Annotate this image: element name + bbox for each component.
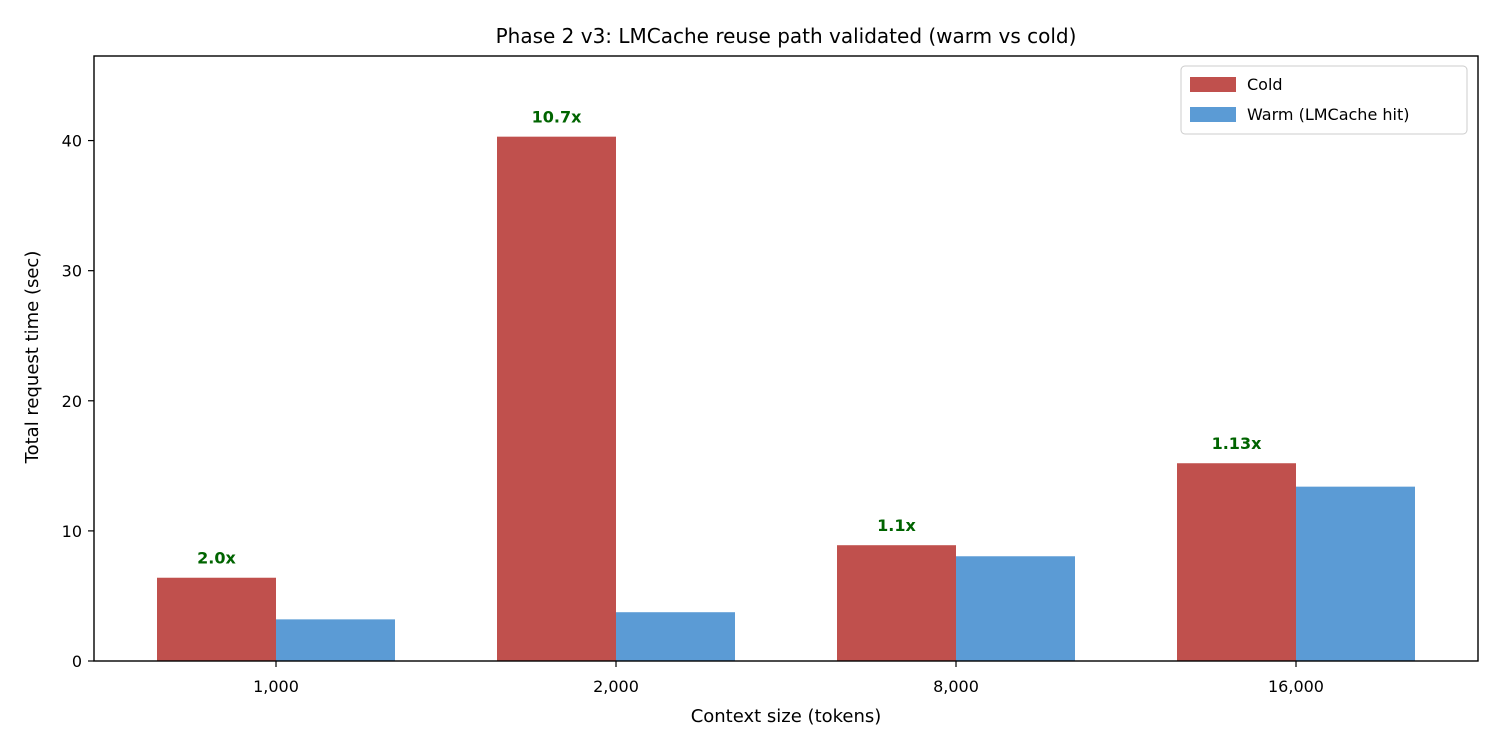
legend-swatch <box>1190 77 1236 92</box>
chart-title: Phase 2 v3: LMCache reuse path validated… <box>496 24 1077 48</box>
bar-warm <box>956 556 1075 661</box>
plot-frame <box>93 55 1479 662</box>
speedup-label: 10.7x <box>532 108 582 127</box>
bar-cold <box>497 136 616 661</box>
bar-cold <box>837 545 956 661</box>
legend-entry: Warm (LMCache hit) <box>1247 105 1409 124</box>
speedup-label: 1.1x <box>877 516 916 535</box>
bar-cold <box>157 577 276 661</box>
x-axis-label: Context size (tokens) <box>691 706 882 727</box>
bar-cold <box>1177 463 1296 661</box>
x-tick-label: 2,000 <box>593 677 639 696</box>
y-tick-label: 20 <box>62 392 82 411</box>
bar-warm <box>616 612 735 661</box>
bar-warm <box>276 619 395 661</box>
x-tick-label: 1,000 <box>253 677 299 696</box>
bar-warm <box>1296 486 1415 661</box>
x-tick-label: 16,000 <box>1268 677 1324 696</box>
y-tick-label: 10 <box>62 522 82 541</box>
legend-swatch <box>1190 107 1236 122</box>
legend-box <box>1180 65 1468 135</box>
x-tick-label: 8,000 <box>933 677 979 696</box>
speedup-label: 1.13x <box>1212 434 1262 453</box>
y-tick-label: 30 <box>62 262 82 281</box>
y-axis-label: Total request time (sec) <box>22 251 43 465</box>
legend-entry: Cold <box>1247 75 1283 94</box>
y-tick-label: 40 <box>62 132 82 151</box>
y-tick-label: 0 <box>72 652 82 671</box>
speedup-label: 2.0x <box>197 549 236 568</box>
